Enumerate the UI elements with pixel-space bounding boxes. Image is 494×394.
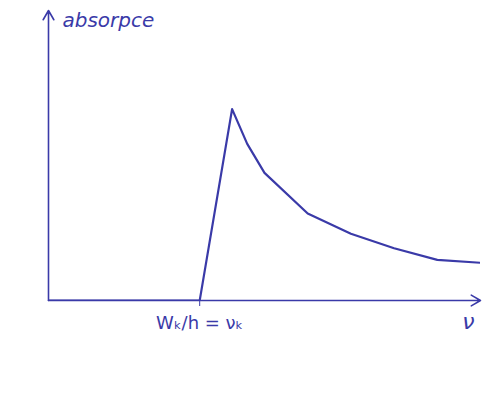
svg-text:ν: ν — [462, 309, 474, 334]
svg-text:Wₖ/h = νₖ: Wₖ/h = νₖ — [156, 312, 243, 333]
svg-text:absorpce: absorpce — [63, 8, 155, 32]
